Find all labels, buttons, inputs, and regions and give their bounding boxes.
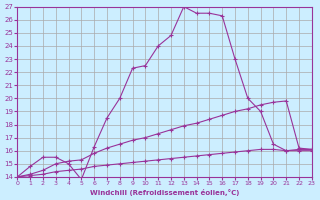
X-axis label: Windchill (Refroidissement éolien,°C): Windchill (Refroidissement éolien,°C) — [90, 189, 239, 196]
